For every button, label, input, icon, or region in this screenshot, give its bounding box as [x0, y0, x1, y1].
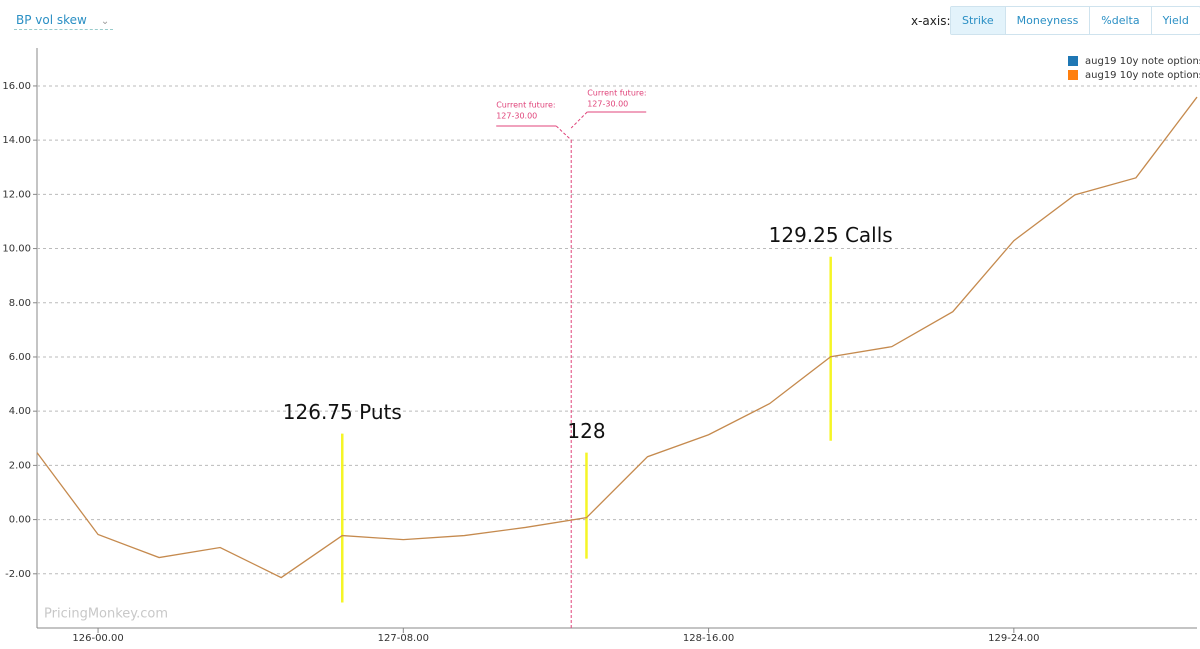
- legend-label: aug19 10y note options: [1085, 70, 1200, 81]
- y-tick-label: 6.00: [9, 352, 31, 363]
- x-tick-label: 127-08.00: [378, 633, 429, 644]
- annotation-leader: [555, 125, 572, 141]
- y-tick-label: 0.00: [9, 515, 31, 526]
- line: [36, 96, 1198, 579]
- y-tick-label: 8.00: [9, 298, 31, 309]
- x-axis-label: x-axis:: [911, 14, 951, 28]
- y-tick-label: -2.00: [5, 569, 31, 580]
- annotation-text: 127-30.00: [496, 112, 537, 121]
- button[interactable]: %delta: [1090, 7, 1152, 34]
- button[interactable]: Yield: [1162, 14, 1189, 27]
- marker-label: 128: [567, 419, 605, 443]
- legend-swatch: [1068, 56, 1078, 66]
- y-tick-label: 4.00: [9, 406, 31, 417]
- caret: ⌄: [100, 16, 110, 27]
- y-tick-label: 14.00: [2, 135, 31, 146]
- annotation-text: 127-30.00: [587, 100, 628, 109]
- button-group: Strike Moneyness %delta Yield: [950, 6, 1200, 35]
- button[interactable]: Moneyness: [1006, 7, 1091, 34]
- x-tick-label: 129-24.00: [988, 633, 1039, 644]
- watermark: PricingMonkey.com: [44, 607, 168, 622]
- button[interactable]: Strike: [951, 7, 1006, 34]
- x-tick-label: 126-00.00: [72, 633, 123, 644]
- annotation-leader: [570, 111, 588, 129]
- annotation-text: Current future:: [496, 101, 555, 110]
- y-tick-label: 2.00: [9, 460, 31, 471]
- marker-label: 126.75 Puts: [283, 400, 402, 424]
- legend-label: aug19 10y note options: [1085, 56, 1200, 67]
- x-tick-label: 128-16.00: [683, 633, 734, 644]
- y-tick-label: 10.00: [2, 244, 31, 255]
- y-tick-label: 12.00: [2, 189, 31, 200]
- chart-title: BP vol skew: [16, 13, 87, 27]
- annotation-text: Current future:: [587, 89, 646, 98]
- legend-swatch: [1068, 70, 1078, 80]
- y-tick-label: 16.00: [2, 81, 31, 92]
- chart-selector[interactable]: BP vol skew ⌄: [14, 13, 114, 30]
- marker-label: 129.25 Calls: [769, 223, 893, 247]
